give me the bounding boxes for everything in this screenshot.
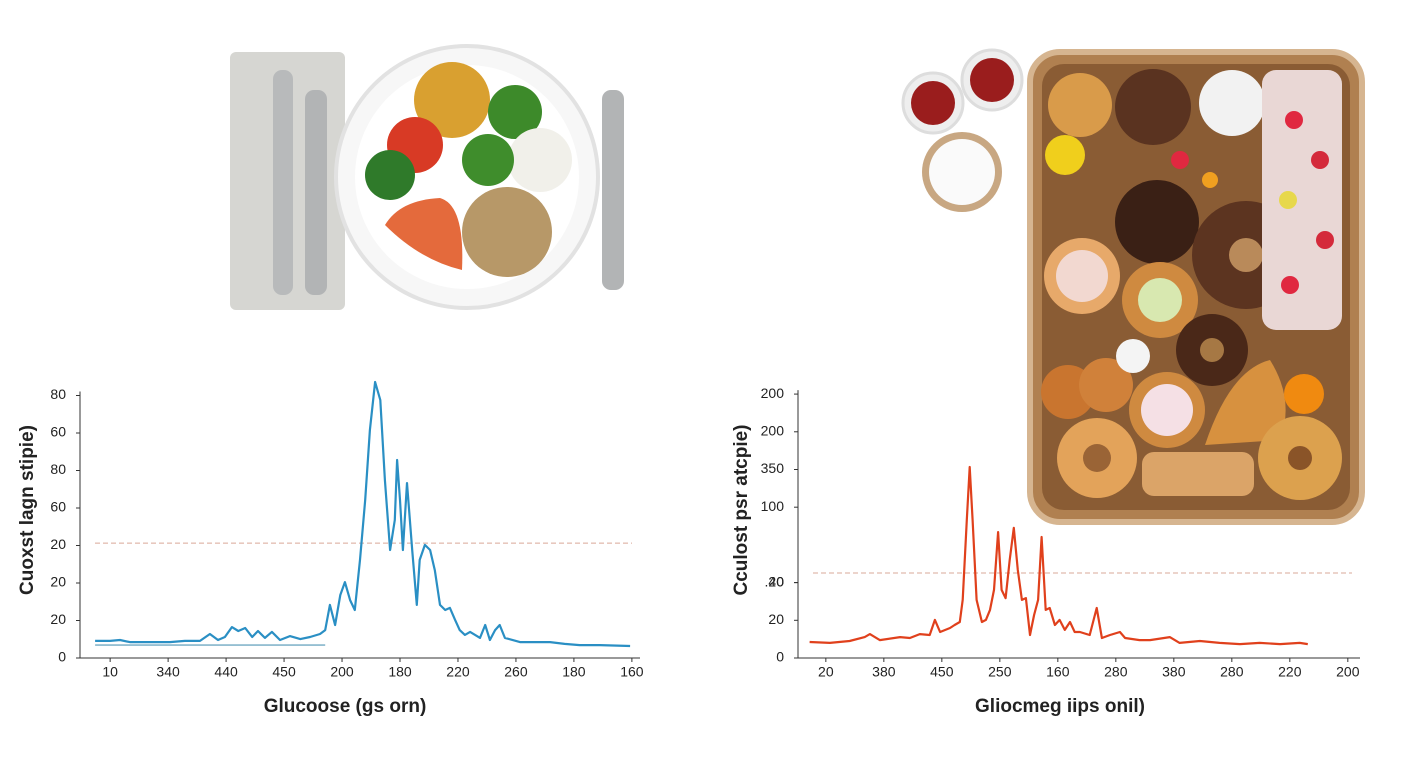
y-tick-label: 200 (761, 385, 785, 401)
y-tick-label: 350 (761, 460, 785, 476)
x-tick-label: 220 (446, 664, 470, 680)
y-tick-label: 100 (761, 498, 785, 514)
x-tick-label: 440 (214, 664, 238, 680)
x-tick-label: 280 (1104, 664, 1128, 680)
x-tick-label: 20 (818, 664, 834, 680)
x-tick-label: 200 (330, 664, 354, 680)
x-tick-label: 260 (504, 664, 528, 680)
x-tick-label: 280 (1220, 664, 1244, 680)
y-tick-label: 20 (50, 536, 66, 552)
y-tick-label: 80 (50, 461, 66, 477)
y-tick-label: 80 (50, 386, 66, 402)
y-tick-label: 60 (50, 499, 66, 515)
y-tick-label: 0 (58, 649, 66, 665)
x-tick-label: 450 (930, 664, 954, 680)
data-line (95, 380, 631, 648)
y-tick-label: 0 (776, 649, 784, 665)
meal-photo (230, 44, 624, 310)
y-tick-label: 200 (761, 422, 785, 438)
y-tick-label: 20 (50, 574, 66, 590)
x-tick-label: 340 (156, 664, 180, 680)
x-tick-label: 160 (620, 664, 644, 680)
x-tick-label: 250 (988, 664, 1012, 680)
y-tick-label: 20 (50, 611, 66, 627)
y-axis-title: Cculost psr atcpie) (731, 424, 752, 595)
y-tick-label: 60 (50, 424, 66, 440)
y-tick-label: 40 (768, 573, 784, 589)
x-tick-label: 380 (1162, 664, 1186, 680)
x-axis-title: Glucoose (gs orn) (264, 696, 427, 717)
x-tick-label: 380 (872, 664, 896, 680)
y-tick-label: 20 (768, 611, 784, 627)
data-line (809, 465, 1308, 646)
x-tick-label: 180 (388, 664, 412, 680)
sweets-photo (901, 48, 1365, 525)
x-axis-title: Gliocmeg iips onil) (975, 696, 1145, 717)
x-tick-label: 160 (1046, 664, 1070, 680)
y-axis-title: Cuoxst lagn stipie) (17, 425, 38, 595)
y-tick-label: .20 (765, 573, 785, 589)
x-tick-label: 10 (102, 664, 118, 680)
x-tick-label: 180 (562, 664, 586, 680)
x-tick-label: 220 (1278, 664, 1302, 680)
x-tick-label: 200 (1336, 664, 1360, 680)
x-tick-label: 450 (272, 664, 296, 680)
